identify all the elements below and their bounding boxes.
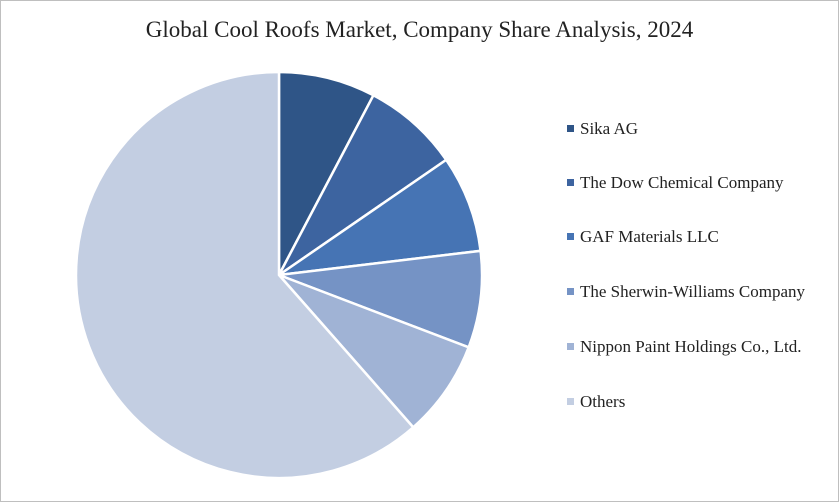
pie-slice [278, 249, 484, 349]
pie-slice [277, 70, 376, 276]
legend-item: The Dow Chemical Company [567, 172, 829, 193]
legend-swatch [567, 288, 574, 295]
pie-slice [74, 70, 416, 480]
legend-label: Nippon Paint Holdings Co., Ltd. [580, 337, 802, 356]
pie-slice [278, 158, 482, 277]
legend-item: Nippon Paint Holdings Co., Ltd. [567, 336, 829, 357]
legend-label: Sika AG [580, 119, 639, 138]
legend-swatch [567, 343, 574, 350]
legend-item: GAF Materials LLC [567, 226, 829, 247]
legend-label: Others [580, 392, 626, 411]
legend-item: The Sherwin-Williams Company [567, 281, 829, 302]
legend-item: Sika AG [567, 118, 829, 139]
legend-item: Others [567, 391, 829, 412]
chart-title: Global Cool Roofs Market, Company Share … [145, 17, 694, 42]
legend-swatch [567, 125, 574, 132]
pie-slice [278, 273, 471, 430]
legend-swatch [567, 398, 574, 405]
pie-slice [277, 93, 448, 277]
legend-label: GAF Materials LLC [580, 227, 719, 246]
legend-label: The Dow Chemical Company [580, 173, 784, 192]
legend-label: The Sherwin-Williams Company [580, 282, 806, 301]
legend-swatch [567, 233, 574, 240]
legend-swatch [567, 179, 574, 186]
